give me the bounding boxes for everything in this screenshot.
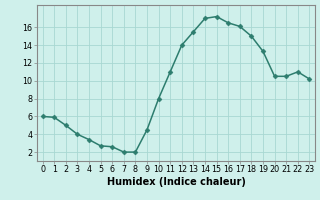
X-axis label: Humidex (Indice chaleur): Humidex (Indice chaleur) <box>107 177 245 187</box>
